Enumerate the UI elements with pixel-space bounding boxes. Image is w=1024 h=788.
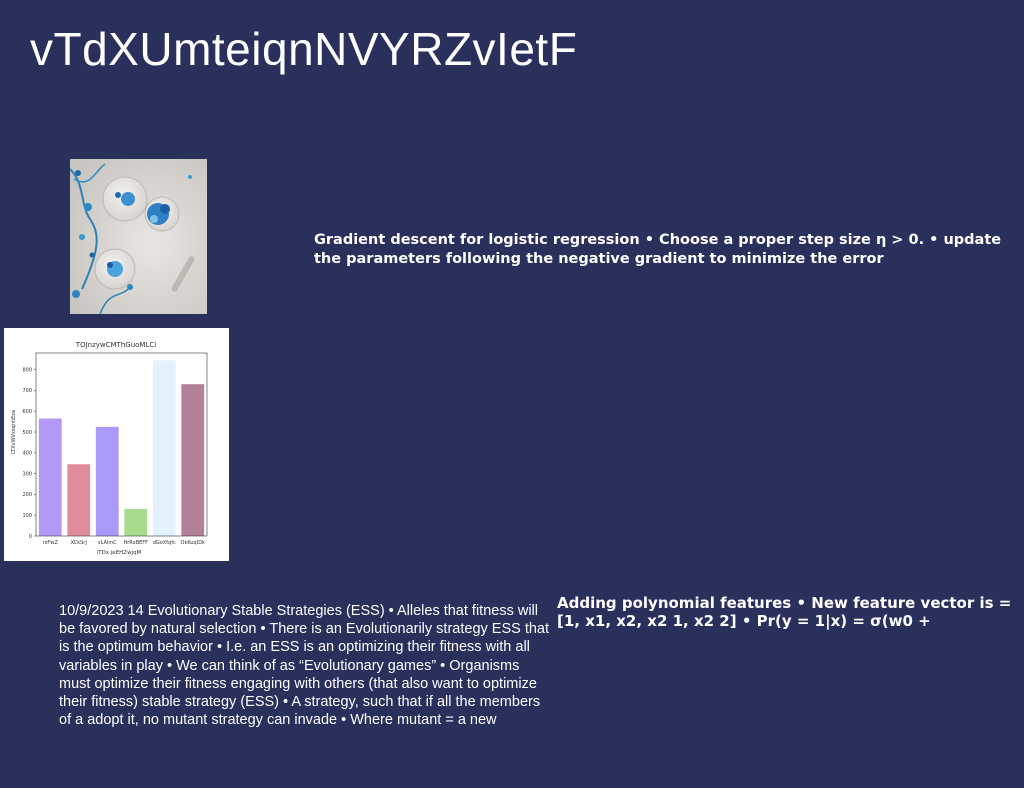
bar-chart-svg: TOJnzywCMThGuoMLCi LTXvWVxsqnhEza iTDx j… bbox=[11, 341, 208, 556]
bar-OkKuqIDk bbox=[181, 384, 205, 536]
y-tick-label: 500 bbox=[22, 430, 32, 436]
bar-dGoXfqfc bbox=[152, 360, 176, 536]
x-tick-label: dGoXfqfc bbox=[153, 540, 176, 546]
ess-text: 10/9/2023 14 Evolutionary Stable Strateg… bbox=[59, 603, 550, 729]
x-tick-label: XCkSrJ bbox=[71, 540, 87, 546]
chart-plot-frame bbox=[35, 352, 208, 537]
bar-rzFwZ bbox=[38, 418, 62, 536]
chart-y-axis-label: LTXvWVxsqnhEza bbox=[11, 410, 17, 454]
x-tick-label: rzFwZ bbox=[43, 540, 59, 546]
x-tick-label: HrRxBEFF bbox=[123, 540, 148, 546]
decorative-photo bbox=[70, 159, 207, 314]
polynomial-features-text: Adding polynomial features • New feature… bbox=[557, 594, 1012, 630]
y-tick-label: 600 bbox=[22, 409, 32, 415]
y-tick-label: 0 bbox=[29, 534, 32, 540]
x-tick-label: vLAlmC bbox=[98, 540, 118, 546]
y-tick-label: 700 bbox=[22, 388, 32, 394]
y-tick-label: 800 bbox=[22, 367, 32, 373]
blue-flowers-petri-dish-image bbox=[70, 159, 207, 314]
bar-chart: TOJnzywCMThGuoMLCi LTXvWVxsqnhEza iTDx j… bbox=[4, 328, 229, 561]
slide-title: vTdXUmteiqnNVYRZvIetF bbox=[30, 23, 578, 75]
bar-vLAlmC bbox=[95, 426, 119, 536]
y-tick-label: 200 bbox=[22, 492, 32, 498]
gradient-descent-text: Gradient descent for logistic regression… bbox=[314, 232, 1002, 267]
chart-title: TOJnzywCMThGuoMLCi bbox=[75, 341, 156, 349]
bar-XCkSrJ bbox=[67, 464, 91, 536]
chart-x-axis-label: iTDx jeEHZwjqM bbox=[97, 550, 142, 556]
x-tick-label: OkKuqIDk bbox=[181, 540, 206, 546]
y-tick-label: 300 bbox=[22, 471, 32, 477]
y-tick-label: 100 bbox=[22, 513, 32, 519]
bar-HrRxBEFF bbox=[124, 508, 148, 536]
y-tick-label: 400 bbox=[22, 451, 32, 457]
